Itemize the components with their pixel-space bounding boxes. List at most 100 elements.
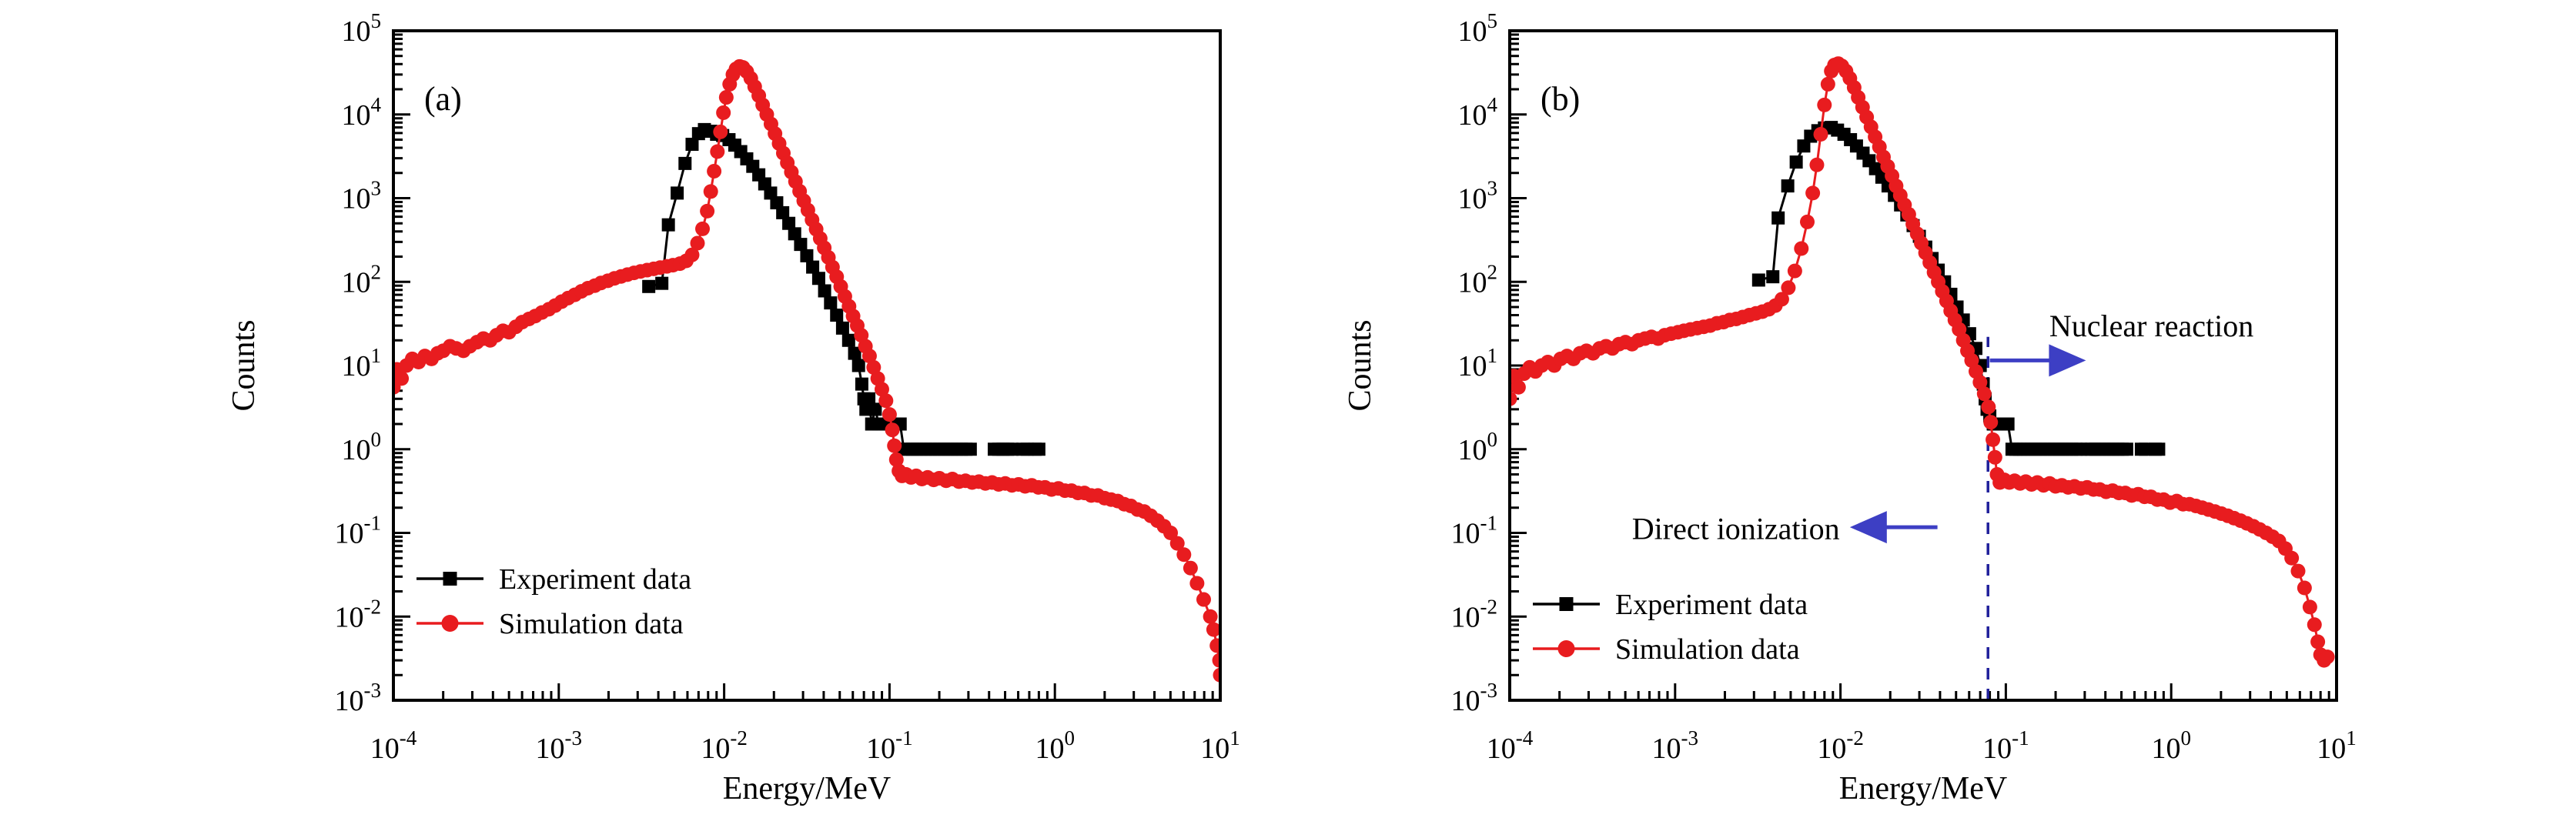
experiment-point — [655, 276, 669, 290]
simulation-point — [2320, 649, 2335, 665]
legend-label: Experiment data — [1615, 589, 1808, 621]
y-tick-label: 10-3 — [335, 679, 382, 717]
y-tick-label: 103 — [342, 177, 382, 215]
simulation-point — [1817, 97, 1832, 112]
x-tick-label: 101 — [2317, 726, 2357, 765]
simulation-point — [695, 221, 711, 236]
y-tick-label: 102 — [342, 260, 382, 299]
simulation-point — [2302, 599, 2317, 615]
simulation-point — [1799, 214, 1815, 229]
experiment-point — [848, 346, 861, 360]
simulation-point — [1212, 653, 1220, 668]
annotation-label: Direct ionization — [1632, 512, 1840, 546]
experiment-point — [1032, 442, 1045, 456]
simulation-point — [854, 328, 869, 343]
plot-box-spines — [1508, 29, 2338, 702]
plot-box-spines — [392, 29, 1222, 702]
simulation-point — [1787, 263, 1802, 279]
simulation-series — [1510, 56, 2335, 668]
simulation-point — [878, 393, 894, 409]
simulation-point — [1213, 667, 1220, 683]
panel-tag: (b) — [1541, 80, 1580, 118]
experiment-point — [782, 216, 796, 230]
simulation-point — [1774, 292, 1789, 307]
experiment-point — [830, 309, 844, 322]
experiment-point — [851, 359, 865, 372]
legend-label: Simulation data — [499, 608, 684, 640]
direct-ionization-annotation: Direct ionization — [1632, 511, 1938, 546]
simulation-point — [882, 407, 897, 422]
x-tick-label: 10-3 — [1652, 726, 1699, 765]
simulation-point — [887, 438, 902, 453]
x-tick-label: 101 — [1200, 726, 1240, 765]
simulation-point — [888, 452, 904, 467]
arrowhead-icon — [2049, 344, 2086, 377]
simulation-point — [1176, 547, 1192, 563]
simulation-point — [1169, 536, 1185, 551]
simulation-point — [707, 163, 722, 179]
simulation-point — [1972, 375, 1988, 390]
y-tick-label: 10-2 — [1451, 595, 1498, 633]
simulation-point — [861, 349, 877, 364]
y-tick-label: 10-1 — [1451, 512, 1498, 550]
experiment-point — [1781, 179, 1795, 193]
experiment-point — [678, 156, 692, 170]
x-tick-label: 10-3 — [536, 726, 583, 765]
nuclear-reaction-annotation: Nuclear reaction — [1989, 309, 2253, 377]
experiment-point — [835, 321, 849, 335]
experiment-point — [671, 186, 684, 200]
simulation-point — [1987, 449, 2002, 465]
simulation-point — [1189, 576, 1205, 591]
simulation-point — [684, 247, 700, 262]
legend-square-marker-icon — [1559, 597, 1574, 611]
simulation-point — [1983, 415, 1999, 430]
simulation-point — [1209, 638, 1220, 653]
experiment-point — [661, 218, 675, 232]
experiment-point — [824, 296, 838, 310]
simulation-point — [1986, 432, 2001, 447]
y-axis-title: Counts — [1343, 319, 1378, 411]
legend-label: Experiment data — [499, 563, 691, 596]
x-axis-title: Energy/MeV — [723, 771, 892, 806]
experiment-point — [811, 272, 825, 285]
simulation-point — [2307, 617, 2322, 633]
x-tick-label: 100 — [1035, 726, 1075, 765]
simulation-point — [1964, 352, 1979, 368]
simulation-point — [1813, 126, 1828, 142]
x-tick-label: 10-1 — [1982, 726, 2029, 765]
y-tick-label: 100 — [1458, 428, 1498, 466]
x-tick-label: 10-4 — [1487, 726, 1534, 765]
simulation-point — [866, 359, 882, 375]
experiment-point — [818, 284, 831, 298]
experiment-series — [642, 122, 1045, 456]
simulation-point — [1510, 391, 1517, 406]
x-tick-label: 10-4 — [370, 726, 417, 765]
panel-b: 10-4 10-3 10-2 10-1 100 101 105 104 103 102 101 100… — [1343, 9, 2357, 806]
legend-square-marker-icon — [443, 572, 457, 586]
legend-circle-marker-icon — [441, 615, 459, 632]
legend-circle-marker-icon — [1557, 640, 1575, 657]
y-tick-label: 10-1 — [335, 512, 382, 550]
experiment-point — [963, 442, 977, 456]
experiment-point — [868, 402, 882, 416]
experiment-point — [800, 249, 814, 262]
experiment-point — [642, 279, 656, 293]
y-tick-label: 105 — [1458, 9, 1498, 48]
simulation-point — [874, 382, 889, 397]
simulation-point — [1976, 386, 1992, 402]
experiment-point — [1789, 155, 1803, 169]
simulation-point — [1794, 241, 1809, 256]
y-tick-label: 101 — [1458, 344, 1498, 382]
legend: Experiment data Simulation data — [417, 563, 691, 640]
y-tick-label: 101 — [342, 344, 382, 382]
panel-a: 10-4 10-3 10-2 10-1 100 101 105 104 103 102 101 100… — [226, 9, 1240, 806]
simulation-point — [1809, 157, 1825, 172]
experiment-point — [2001, 417, 2015, 431]
experiment-point — [1751, 273, 1765, 287]
y-tick-label: 104 — [342, 93, 382, 132]
y-tick-label: 105 — [342, 9, 382, 48]
simulation-point — [2310, 634, 2326, 649]
